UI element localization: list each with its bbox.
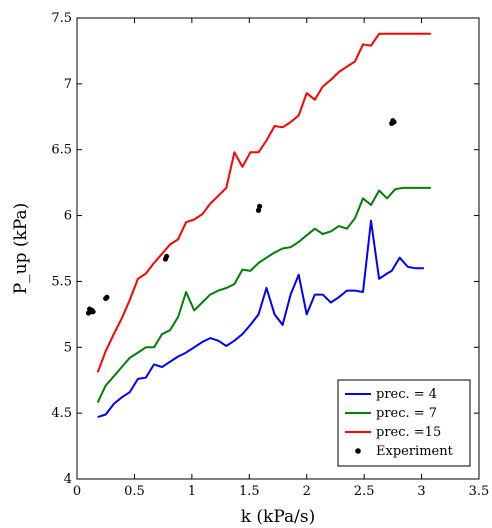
- y-tick-label: 5.5: [51, 274, 72, 289]
- x-tick-label: 0: [73, 484, 81, 499]
- y-tick-label: 4: [64, 472, 72, 487]
- legend-label-1: prec. = 4: [376, 387, 437, 402]
- y-axis-label: P_up (kPa): [11, 203, 31, 295]
- x-tick-label: 1: [188, 484, 196, 499]
- plot-frame: [76, 17, 480, 480]
- experiment-point: [257, 203, 263, 209]
- series-line-2: [96, 186, 431, 404]
- x-tick-label: 3: [417, 484, 425, 499]
- y-tick-label: 7.5: [51, 11, 72, 26]
- x-tick-label: 2: [303, 484, 311, 499]
- x-tick-label: 2.5: [354, 484, 375, 499]
- series-layer: [96, 32, 431, 419]
- experiment-point: [255, 207, 262, 213]
- x-axis-label: k (kPa/s): [241, 507, 316, 527]
- series-line-1: [97, 219, 424, 419]
- x-tick-label: 0.5: [124, 484, 145, 499]
- experiment-point: [104, 294, 110, 300]
- y-tick-label: 7: [64, 77, 72, 92]
- ticks-layer: 0 0.5 1 1.5 2 2.5 3 3.5 4 4.5 5 5.5 6 6.5 7 7.5: [51, 11, 489, 499]
- experiment-point: [391, 119, 397, 125]
- legend-swatch-experiment: [355, 448, 361, 454]
- legend-label-experiment: Experiment: [376, 444, 454, 459]
- x-tick-label: 1.5: [239, 484, 260, 499]
- legend-label-3: prec. =15: [376, 425, 441, 440]
- y-tick-label: 6: [64, 209, 72, 224]
- experiment-points: [85, 118, 397, 316]
- legend: prec. = 4 prec. = 7 prec. =15 Experiment: [337, 379, 471, 467]
- y-tick-label: 5: [64, 340, 72, 355]
- y-tick-label: 6.5: [51, 143, 72, 158]
- experiment-point: [163, 253, 170, 260]
- x-tick-label: 3.5: [469, 484, 490, 499]
- y-tick-label: 4.5: [51, 406, 72, 421]
- legend-label-2: prec. = 7: [376, 406, 437, 421]
- experiment-point: [90, 309, 96, 315]
- series-line-3: [96, 32, 431, 373]
